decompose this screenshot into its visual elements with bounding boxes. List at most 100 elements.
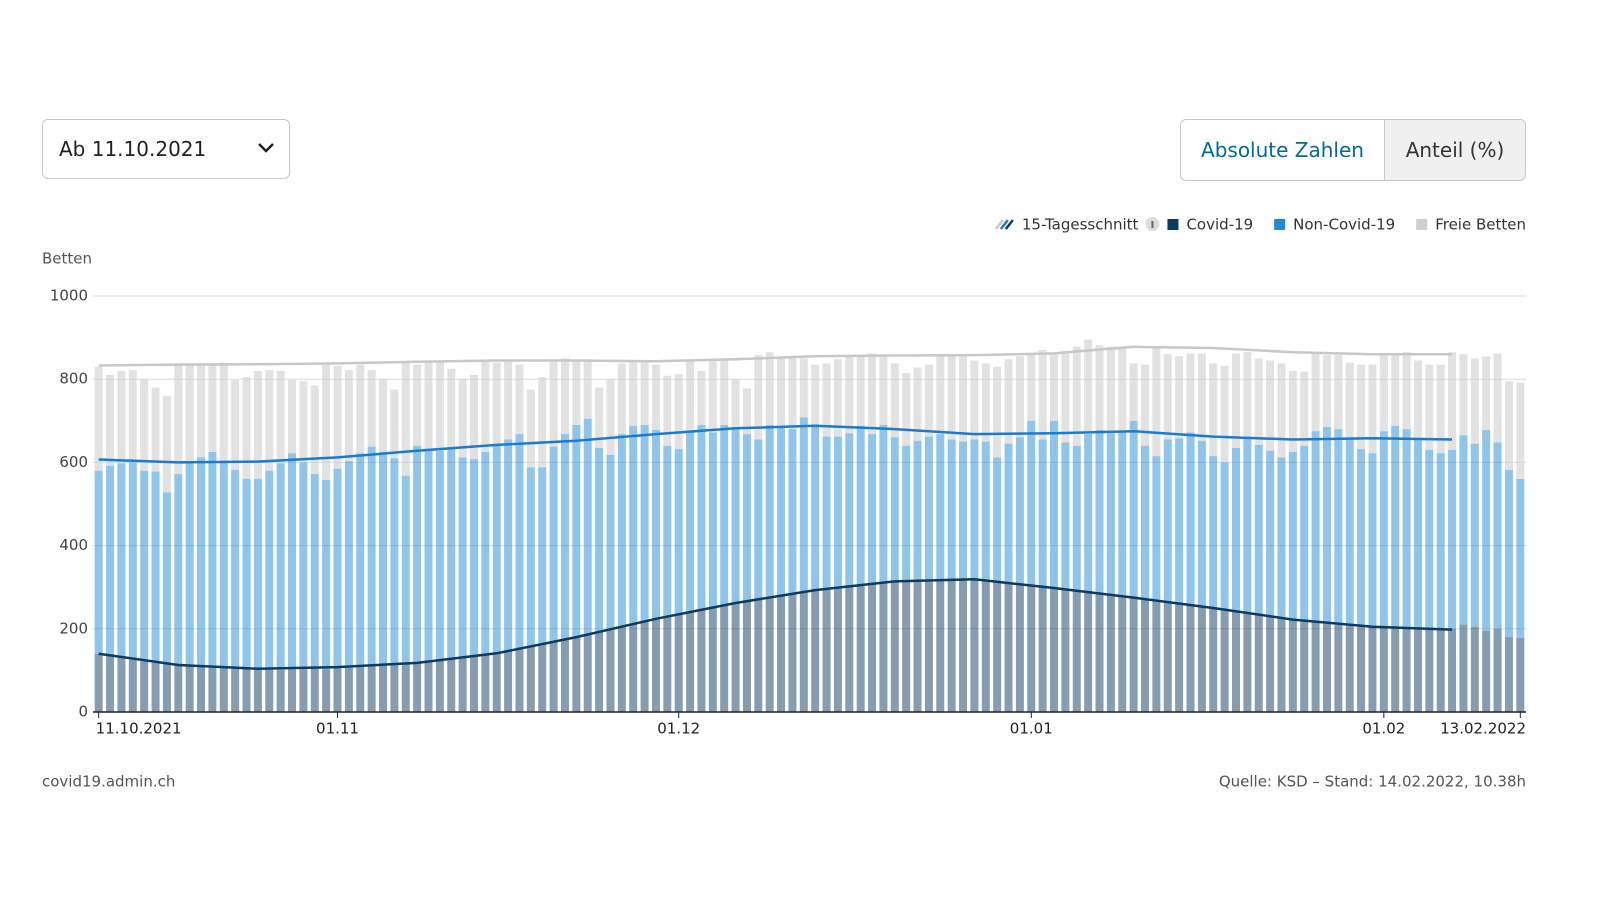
bar-segment: [606, 629, 615, 712]
footer-site: covid19.admin.ch: [42, 773, 175, 791]
bar-segment: [367, 446, 376, 667]
bar-segment: [1266, 616, 1275, 712]
bar-segment: [1197, 606, 1206, 712]
bar-segment: [1288, 452, 1297, 620]
bar-segment: [1004, 359, 1013, 444]
average-line: [98, 345, 1453, 367]
bar-segment: [1106, 433, 1115, 596]
bar-segment: [1402, 628, 1411, 712]
bar-segment: [981, 579, 990, 712]
bar-segment: [197, 363, 206, 458]
bar-segment: [140, 379, 149, 471]
bar-segment: [731, 603, 740, 712]
bar-segment: [560, 358, 569, 435]
bar-segment: [1482, 630, 1491, 712]
bar-segment: [185, 666, 194, 712]
bar-segment: [344, 370, 353, 462]
bar-segment: [367, 370, 376, 447]
bar-segment: [1095, 345, 1104, 430]
bar-segment: [1413, 360, 1422, 440]
bar-segment: [1459, 354, 1468, 436]
bar-segment: [1141, 598, 1150, 712]
bar-segment: [595, 447, 604, 633]
bar-segment: [640, 361, 649, 425]
bar-segment: [708, 607, 717, 712]
bar-segment: [981, 441, 990, 580]
date-select[interactable]: Ab 11.10.2021: [42, 119, 290, 179]
bar-segment: [663, 375, 672, 446]
bar-segment: [1243, 436, 1252, 613]
bar-segment: [720, 604, 729, 712]
toggle-percent[interactable]: Anteil (%): [1385, 120, 1525, 180]
bar-segment: [401, 475, 410, 665]
bar-segment: [799, 417, 808, 592]
bar-segment: [1470, 443, 1479, 627]
bar-segment: [174, 665, 183, 712]
bar-segment: [1118, 431, 1127, 597]
bar-segment: [299, 669, 308, 712]
bar-segment: [1357, 364, 1366, 450]
bar-segment: [572, 360, 581, 425]
bar-segment: [595, 387, 604, 448]
bar-segment: [390, 458, 399, 665]
bar-segment: [1334, 429, 1343, 626]
bar-segment: [777, 595, 786, 712]
bar-segment: [856, 584, 865, 712]
bar-segment: [1141, 445, 1150, 599]
bar-segment: [1061, 589, 1070, 712]
bar-segment: [1493, 442, 1502, 629]
bar-segment: [822, 436, 831, 589]
bar-segment: [140, 470, 149, 662]
bar-segment: [458, 457, 467, 658]
legend-label: Freie Betten: [1435, 216, 1526, 234]
bar-segment: [1311, 353, 1320, 432]
bar-segment: [1015, 437, 1024, 584]
bar-segment: [697, 609, 706, 712]
bar-segment: [1357, 449, 1366, 627]
bar-segment: [1300, 621, 1309, 712]
bar-segment: [845, 355, 854, 434]
bar-segment: [697, 370, 706, 425]
bar-segment: [242, 377, 251, 480]
x-tick-label: 01.02: [1362, 720, 1405, 738]
bar-segment: [1243, 612, 1252, 712]
bar-segment: [288, 669, 297, 712]
bar-segment: [629, 362, 638, 426]
bar-segment: [1038, 586, 1047, 712]
bar-segment: [1368, 453, 1377, 628]
bar-segment: [265, 370, 274, 471]
bar-segment: [1061, 442, 1070, 590]
toggle-absolute[interactable]: Absolute Zahlen: [1181, 120, 1385, 180]
bar-segment: [1254, 444, 1263, 615]
bar-segment: [1163, 439, 1172, 602]
bar-segment: [1027, 584, 1036, 712]
bar-segment: [379, 379, 388, 452]
bar-segment: [1050, 420, 1059, 589]
bar-segment: [197, 667, 206, 712]
bar-segment: [1220, 365, 1229, 463]
bar-segment: [697, 424, 706, 610]
bar-segment: [151, 387, 160, 472]
bar-segment: [1129, 420, 1138, 598]
bar-segment: [902, 580, 911, 712]
bar-segment: [106, 465, 115, 656]
bar-segment: [276, 370, 285, 464]
bar-segment: [117, 463, 126, 658]
bar-segment: [1391, 627, 1400, 712]
bar-segment: [1459, 435, 1468, 625]
bar-segment: [788, 357, 797, 430]
bar-segment: [765, 352, 774, 425]
bar-segment: [1152, 600, 1161, 712]
bar-segment: [1072, 346, 1081, 446]
legend-line-icon: [999, 219, 1009, 230]
bar-segment: [333, 468, 342, 669]
bar-segment: [185, 364, 194, 464]
bar-segment: [1050, 353, 1059, 421]
y-tick-label: 200: [59, 619, 88, 637]
bar-segment: [1015, 356, 1024, 438]
bar-segment: [799, 591, 808, 712]
bar-segment: [1027, 354, 1036, 421]
bar-segment: [253, 370, 262, 480]
bar-segment: [777, 356, 786, 426]
